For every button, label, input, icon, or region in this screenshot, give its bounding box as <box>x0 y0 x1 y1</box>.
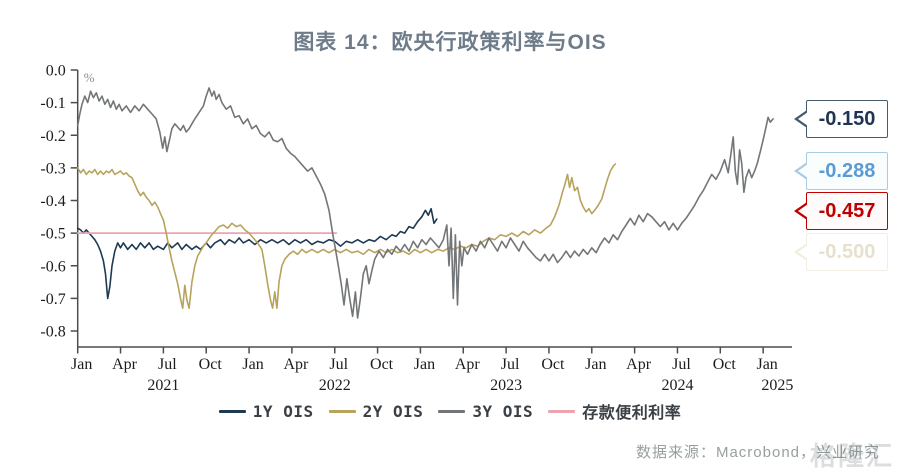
x-tick-label: Oct <box>541 356 565 373</box>
callout-value: -0.288 <box>818 159 876 182</box>
legend-label: 1Y OIS <box>252 401 314 421</box>
y-tick-label: -0.3 <box>40 160 65 177</box>
x-tick-label: Jan <box>756 356 777 373</box>
legend-item-3y-ois: 3Y OIS <box>438 402 533 421</box>
x-tick-label: Apr <box>455 356 481 373</box>
y-axis-unit-label: % <box>84 70 95 85</box>
callout-pointer-fill <box>798 204 808 218</box>
chart-title: 图表 14：欧央行政策利率与OIS <box>293 31 607 54</box>
legend-line-swatch <box>218 409 246 413</box>
callout-pointer-fill <box>798 112 808 126</box>
x-tick-label: Jul <box>501 356 520 373</box>
x-tick-label: Jan <box>71 356 92 373</box>
y-tick-label: -0.5 <box>40 226 65 243</box>
x-tick-label: Apr <box>283 356 309 373</box>
x-tick-label: Jul <box>329 356 348 373</box>
legend-line-swatch <box>328 409 356 413</box>
x-tick-label: Oct <box>370 356 394 373</box>
x-tick-label: Apr <box>626 356 652 373</box>
source-text: 数据来源：Macrobond，兴业研究 <box>635 444 880 461</box>
callout-value-0288: -0.288 <box>794 152 888 190</box>
legend-label: 3Y OIS <box>472 401 534 421</box>
legend-line-swatch <box>438 409 466 413</box>
callout-value: -0.150 <box>818 107 876 130</box>
legend-label: 存款便利利率 <box>582 403 682 422</box>
y-tick-label: -0.4 <box>40 193 65 210</box>
callout-value: -0.500 <box>818 240 876 263</box>
y-tick-label: -0.2 <box>40 128 65 145</box>
y-tick-label: -0.1 <box>40 95 65 112</box>
y-tick-label: -0.8 <box>40 324 65 341</box>
legend-label: 2Y OIS <box>362 401 424 421</box>
x-tick-label: Jan <box>242 356 263 373</box>
x-tick-label: Jul <box>158 356 177 373</box>
x-tick-label: Jan <box>414 356 435 373</box>
x-axis-year-label: 2023 <box>490 377 522 394</box>
legend-item-1y-ois: 1Y OIS <box>218 401 314 421</box>
x-axis-year-label: 2025 <box>761 377 793 394</box>
x-tick-label: Jul <box>672 356 691 373</box>
callout-value: -0.457 <box>818 199 876 222</box>
x-tick-label: Oct <box>713 356 737 373</box>
series-line-2y-ois <box>76 163 617 309</box>
x-tick-label: Apr <box>112 356 138 373</box>
x-axis-year-label: 2021 <box>147 377 179 394</box>
callout-pointer-fill <box>798 164 808 178</box>
series-line-3y-ois <box>76 87 774 319</box>
legend-item-2y-ois: 2Y OIS <box>328 401 424 421</box>
legend: 1Y OIS 2Y OIS 3Y OIS 存款便利利率 <box>0 399 900 423</box>
x-axis-year-label: 2024 <box>661 377 693 394</box>
x-tick-label: Oct <box>199 356 223 373</box>
legend-line-swatch <box>548 409 576 413</box>
callout-value-0150: -0.150 <box>794 100 888 138</box>
x-tick-label: Jan <box>585 356 606 373</box>
callout-value-0457: -0.457 <box>794 192 888 230</box>
series-line-1y-ois <box>76 207 438 300</box>
watermark: 格隆汇 <box>809 441 894 471</box>
y-tick-label: 0.0 <box>46 63 66 80</box>
callout-value-0500: -0.500 <box>794 233 888 271</box>
legend-item-deposit-facility-rate: 存款便利利率 <box>548 399 681 423</box>
y-tick-label: -0.6 <box>40 258 65 275</box>
y-tick-label: -0.7 <box>40 291 65 308</box>
x-axis-year-label: 2022 <box>319 377 351 394</box>
callout-pointer-fill <box>798 245 808 259</box>
